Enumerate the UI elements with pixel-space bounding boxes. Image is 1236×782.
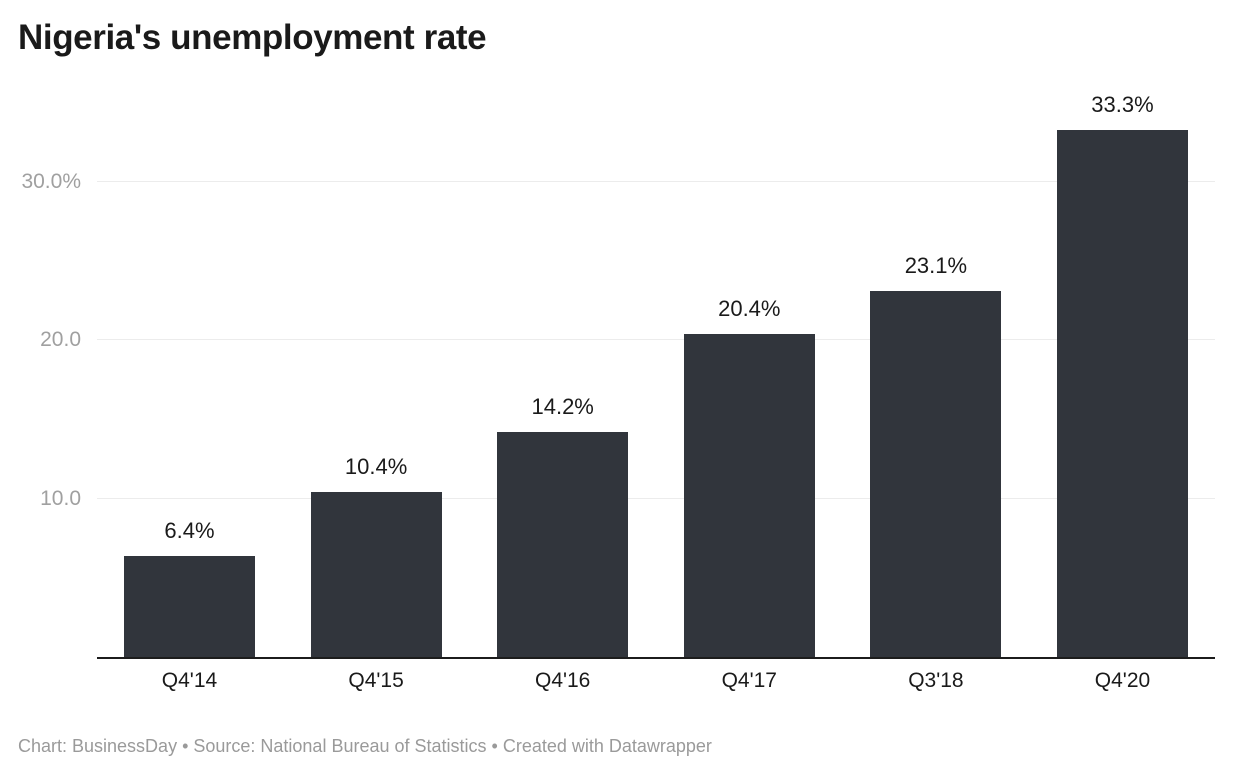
- x-axis-line: [97, 657, 1215, 659]
- bar[interactable]: [124, 555, 255, 657]
- bar-item[interactable]: 14.2%: [497, 90, 629, 657]
- bar-series: 6.4% 10.4% 14.2% 20.4% 23.1% 33.3%: [97, 90, 1215, 657]
- x-axis-tick-label: Q4'17: [721, 669, 777, 692]
- bar[interactable]: [870, 291, 1002, 657]
- bar-value-label: 10.4%: [344, 454, 408, 480]
- bar-value-label: 14.2%: [531, 394, 594, 420]
- bar-value-label: 23.1%: [904, 253, 968, 279]
- x-axis-tick-label: Q4'20: [1094, 669, 1151, 692]
- plot-area: 6.4% 10.4% 14.2% 20.4% 23.1% 33.3%: [97, 90, 1215, 659]
- y-axis-tick-label: 10.0: [40, 486, 81, 510]
- page-title: Nigeria's unemployment rate: [18, 18, 487, 57]
- bar[interactable]: [1057, 129, 1188, 657]
- gridline: [97, 339, 1215, 341]
- y-axis-tick-label: 30.0%: [21, 169, 81, 193]
- x-axis-tick-label: Q3'18: [908, 669, 964, 692]
- bar[interactable]: [310, 492, 442, 657]
- gridline: [97, 497, 1215, 499]
- gridline: [97, 180, 1215, 182]
- chart-footer: Chart: BusinessDay • Source: National Bu…: [18, 736, 712, 756]
- y-axis-tick-label: 20.0: [40, 328, 81, 352]
- x-axis-tick-label: Q4'14: [161, 669, 218, 692]
- bar-value-label: 6.4%: [164, 517, 215, 543]
- bar-item[interactable]: 6.4%: [124, 90, 255, 657]
- bar-item[interactable]: 23.1%: [870, 90, 1002, 657]
- bar-item[interactable]: 10.4%: [310, 90, 442, 657]
- x-axis-tick-label: Q4'16: [534, 669, 591, 692]
- bar[interactable]: [683, 333, 815, 657]
- bar-value-label: 33.3%: [1091, 91, 1154, 117]
- x-axis-tick-label: Q4'15: [348, 669, 404, 692]
- bar-item[interactable]: 33.3%: [1057, 90, 1188, 657]
- bar-value-label: 20.4%: [718, 295, 781, 321]
- bar-item[interactable]: 20.4%: [683, 90, 815, 657]
- bar[interactable]: [497, 432, 629, 657]
